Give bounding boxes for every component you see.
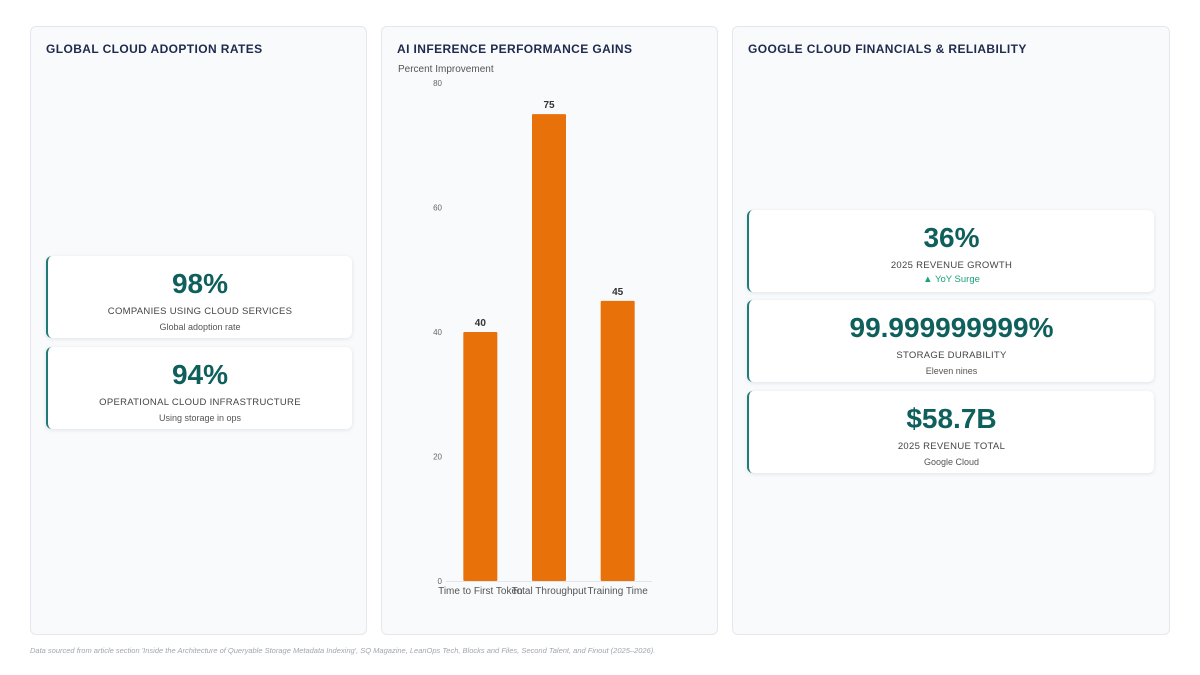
x-tick-label: Time to First Token <box>438 586 522 597</box>
panel-title: GOOGLE CLOUD FINANCIALS & RELIABILITY <box>748 42 1027 56</box>
y-tick-label: 0 <box>438 577 443 586</box>
y-tick-label: 80 <box>433 79 442 88</box>
stat-label: 2025 REVENUE GROWTH <box>890 260 1013 271</box>
bar <box>532 114 566 581</box>
stat-card-companies-using-cloud: 98% COMPANIES USING CLOUD SERVICES Globa… <box>46 256 352 338</box>
stat-label: STORAGE DURABILITY <box>896 350 1007 361</box>
stat-sub: Global adoption rate <box>159 322 241 332</box>
google-cloud-financials-panel: GOOGLE CLOUD FINANCIALS & RELIABILITY 36… <box>732 26 1170 635</box>
stat-card-revenue-total: $58.7B 2025 REVENUE TOTAL Google Cloud <box>747 391 1154 473</box>
stat-label: COMPANIES USING CLOUD SERVICES <box>107 306 293 317</box>
bar <box>600 300 635 581</box>
data-label: 45 <box>612 287 624 298</box>
data-label: 40 <box>475 318 487 329</box>
trend-badge: ▲ YoY Surge <box>923 274 980 285</box>
stat-sub: Using storage in ops <box>158 413 242 423</box>
stat-label: 2025 REVENUE TOTAL <box>897 441 1006 452</box>
x-tick-label: Training Time <box>588 586 649 597</box>
stat-value: 98% <box>171 268 229 299</box>
stat-label: OPERATIONAL CLOUD INFRASTRUCTURE <box>99 397 301 408</box>
panel-title: GLOBAL CLOUD ADOPTION RATES <box>46 42 263 56</box>
stat-value: 99.999999999% <box>849 312 1054 343</box>
stat-value: 94% <box>171 359 229 390</box>
stat-sub: Eleven nines <box>925 366 978 376</box>
y-axis-title: Percent Improvement <box>398 64 494 75</box>
stat-value: 36% <box>923 222 980 253</box>
stat-sub: Google Cloud <box>923 457 980 467</box>
source-footnote: Data sourced from article section 'Insid… <box>30 646 656 655</box>
stat-card-storage-durability: 99.999999999% STORAGE DURABILITY Eleven … <box>747 300 1154 382</box>
y-tick-label: 20 <box>433 453 442 462</box>
y-tick-label: 40 <box>433 328 442 337</box>
y-tick-label: 60 <box>433 204 442 213</box>
chart-title: AI INFERENCE PERFORMANCE GAINS <box>397 42 633 56</box>
ai-inference-panel: AI INFERENCE PERFORMANCE GAINS Percent I… <box>381 26 718 635</box>
bar-chart: Percent Improvement 0 20 40 60 80 40 Time to Fi… <box>398 64 652 597</box>
stat-card-revenue-growth: 36% 2025 REVENUE GROWTH ▲ YoY Surge <box>747 210 1154 292</box>
x-tick-label: Total Throughput <box>512 586 587 597</box>
stat-value: $58.7B <box>906 403 997 434</box>
bar <box>463 332 498 581</box>
data-label: 75 <box>543 100 555 111</box>
stat-card-operational-cloud: 94% OPERATIONAL CLOUD INFRASTRUCTURE Usi… <box>46 347 352 429</box>
cloud-adoption-panel: GLOBAL CLOUD ADOPTION RATES 98% COMPANIE… <box>30 26 367 635</box>
